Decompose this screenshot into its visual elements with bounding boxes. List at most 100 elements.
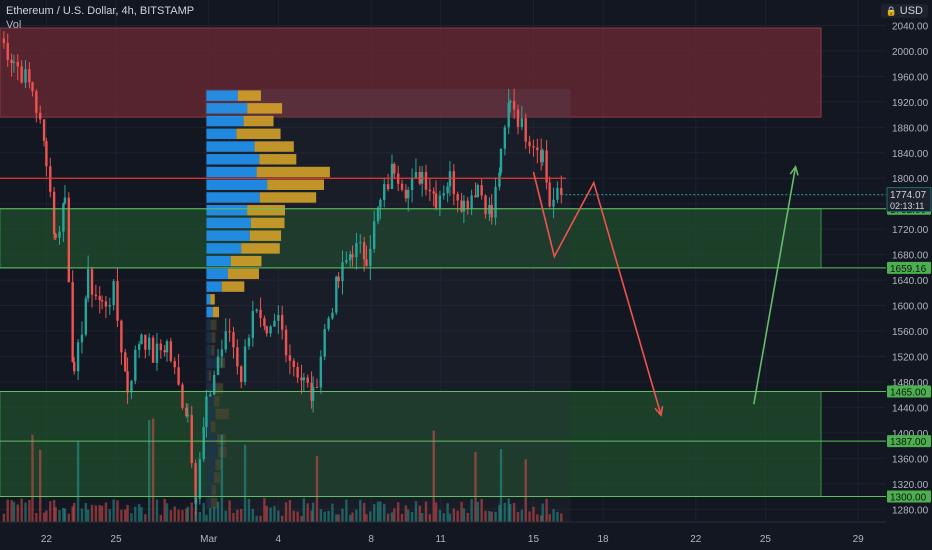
volume-bar	[16, 504, 19, 522]
currency-button[interactable]: 🔒 USD	[880, 4, 928, 18]
candle-body	[112, 281, 115, 306]
lock-icon: 🔒	[885, 6, 897, 16]
candle-body	[490, 204, 493, 218]
volume-bar	[52, 499, 56, 522]
volume-bar	[159, 514, 163, 522]
profile-bar-down	[210, 497, 218, 509]
candlesticks	[2, 31, 563, 515]
profile-bar-up	[206, 128, 237, 140]
volume-bar	[556, 511, 559, 522]
candle-body	[462, 200, 466, 212]
projection-down-arrow-head	[654, 406, 664, 417]
profile-bar-down	[214, 395, 220, 407]
candle-body	[498, 172, 501, 187]
candle-body	[300, 377, 303, 381]
profile-bar-up	[206, 141, 255, 152]
volume-bar	[448, 513, 452, 522]
candle-body	[140, 334, 143, 345]
volume-bar	[310, 510, 313, 522]
support-zone	[0, 391, 822, 498]
volume-bar	[509, 503, 512, 522]
candle-body	[428, 189, 432, 192]
volume-bar	[438, 509, 442, 522]
volume-bar	[259, 515, 262, 522]
volume-bar	[185, 508, 188, 522]
profile-bar-up	[206, 166, 257, 178]
volume-bar	[306, 503, 309, 522]
volume-bar	[323, 511, 326, 522]
candle-body	[474, 195, 477, 198]
y-tick-label: 1880.00	[892, 123, 929, 134]
candle-body	[190, 414, 193, 464]
volume-bar	[169, 510, 173, 522]
symbol-title[interactable]: Ethereum / U.S. Dollar, 4h, BITSTAMP	[6, 5, 195, 17]
volume-bar	[516, 511, 520, 522]
candle-body	[484, 195, 487, 215]
profile-bar-up	[206, 306, 213, 318]
volume-bar	[31, 434, 34, 522]
profile-bar-down	[210, 421, 216, 432]
level-price-tag	[887, 385, 931, 398]
profile-bar-down	[237, 90, 261, 101]
chart-legend: Ethereum / U.S. Dollar, 4h, BITSTAMP Vol	[6, 4, 194, 32]
volume-bar	[524, 459, 527, 522]
volume-label[interactable]: Vol	[6, 19, 22, 31]
volume-bar	[365, 514, 368, 522]
volume-bar	[476, 501, 479, 522]
y-tick-label: 1440.00	[892, 403, 929, 414]
candle-body	[45, 141, 48, 167]
profile-bar-down	[256, 166, 330, 178]
volume-profile	[206, 90, 330, 509]
profile-bar-down	[230, 255, 262, 267]
volume-bar	[315, 456, 319, 522]
volume-bar	[263, 498, 266, 522]
volume-bar	[528, 511, 531, 522]
profile-bar-down	[247, 204, 285, 216]
candle-body	[265, 326, 268, 334]
candle-body	[393, 163, 396, 174]
candle-body	[470, 195, 473, 209]
profile-bar-up	[206, 243, 242, 254]
profile-bar-down	[227, 268, 260, 280]
candle-body	[442, 193, 445, 196]
x-axis[interactable]: 22 25 Mar 4 8 11 15 18 22 25 29	[0, 521, 932, 550]
level-lines	[0, 177, 886, 498]
volume-bar	[228, 500, 231, 522]
level-price-tag	[887, 261, 931, 274]
profile-bar-down	[236, 128, 281, 140]
y-tick-label: 1560.00	[892, 327, 929, 338]
candle-body	[355, 242, 358, 258]
candle-body	[263, 318, 266, 327]
candle-body	[84, 298, 88, 335]
volume-bar	[560, 513, 563, 522]
candle-body	[410, 177, 414, 191]
volume-bar	[273, 505, 276, 522]
volume-bar	[84, 502, 88, 522]
volume-bar	[376, 501, 380, 522]
profile-bar-up	[206, 217, 251, 229]
level-price-tag	[887, 435, 931, 448]
volume-bar	[424, 501, 428, 522]
candle-body	[120, 320, 123, 353]
candle-body	[560, 187, 563, 195]
candle-body	[54, 233, 57, 238]
candle-body	[507, 102, 510, 128]
y-tick-label: 2040.00	[892, 21, 929, 32]
y-axis[interactable]: 1280.00 1320.00 1360.00 1400.00 1440.00 1480.…	[886, 0, 932, 550]
candle-body	[280, 314, 284, 330]
volume-bar	[345, 499, 348, 522]
profile-bar-up	[206, 434, 218, 445]
volume-bar	[434, 502, 438, 522]
candle-body	[541, 150, 544, 163]
profile-bar-up	[206, 255, 231, 267]
volume-bar	[80, 508, 84, 522]
volume-bar	[71, 506, 74, 522]
candle-body	[269, 326, 272, 334]
volume-bar	[532, 506, 535, 522]
profile-bar-down	[243, 115, 274, 127]
volume-bar	[372, 504, 376, 522]
profile-bar-down	[254, 141, 294, 152]
volume-bar	[539, 515, 543, 522]
volume-bar	[209, 507, 212, 522]
